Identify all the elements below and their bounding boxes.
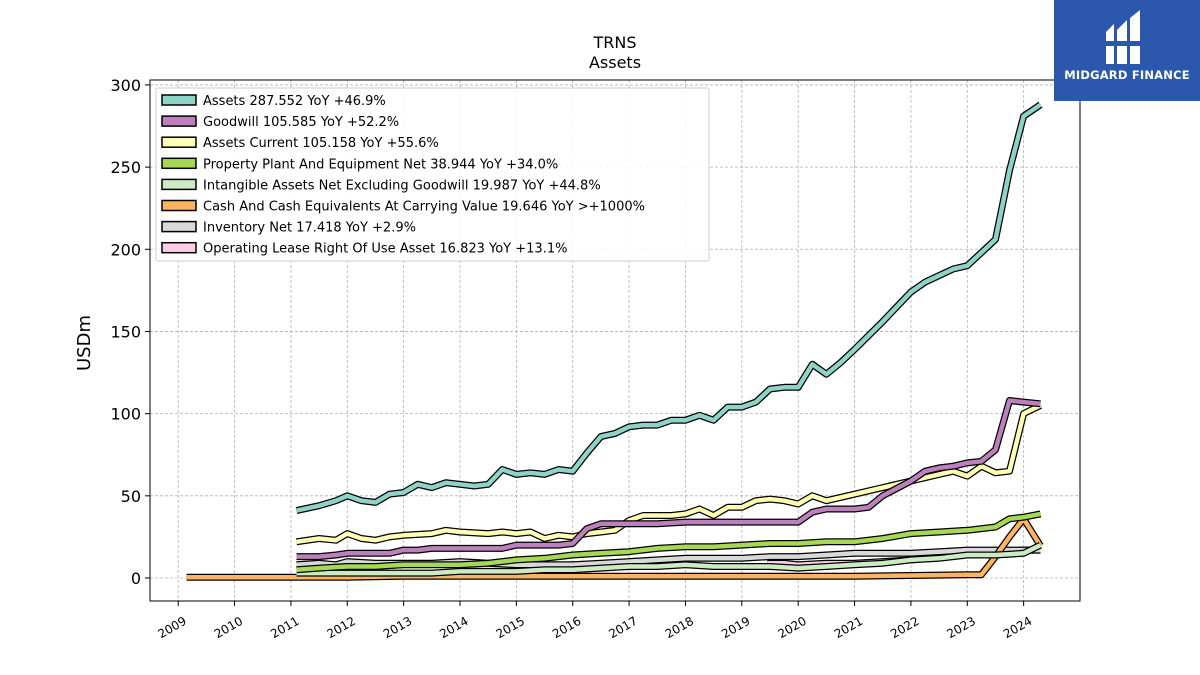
x-tick-label: 2022: [888, 614, 921, 641]
series-line: [296, 541, 1043, 577]
x-tick-label: 2023: [945, 614, 978, 641]
legend-entry: Assets Current 105.158 YoY +55.6%: [203, 136, 439, 151]
legend-entry: Goodwill 105.585 YoY +52.2%: [203, 115, 399, 130]
x-tick-label: 2015: [494, 614, 527, 641]
chart-subtitle: Assets: [589, 53, 641, 72]
y-tick-label: 200: [110, 240, 141, 259]
legend-entry: Cash And Cash Equivalents At Carrying Va…: [203, 200, 645, 215]
series-line: [296, 397, 1041, 561]
series-line-stroke: [296, 102, 1042, 513]
x-tick-label: 2013: [381, 614, 414, 641]
legend-entry: Intangible Assets Net Excluding Goodwill…: [203, 178, 601, 193]
y-tick-label: 250: [110, 158, 141, 177]
legend-entry: Inventory Net 17.418 YoY +2.9%: [203, 221, 416, 236]
series-line: [296, 510, 1042, 574]
y-tick-label: 100: [110, 405, 141, 424]
chart-title: TRNS: [592, 33, 636, 52]
y-tick-label: 150: [110, 322, 141, 341]
x-tick-label: 2014: [437, 614, 470, 641]
legend-swatch: [161, 220, 197, 233]
x-tick-label: 2009: [155, 614, 188, 641]
series-line-stroke: [296, 511, 1041, 573]
series-line: [295, 402, 1043, 546]
legend-entry: Operating Lease Right Of Use Asset 16.82…: [203, 242, 567, 257]
legend-swatch: [161, 199, 197, 212]
legend-swatch: [161, 94, 197, 106]
x-tick-label: 2021: [832, 614, 865, 641]
logo-brand-text: MIDGARD FINANCE: [1064, 68, 1190, 82]
x-tick-label: 2018: [663, 614, 696, 641]
legend-swatch: [161, 157, 197, 170]
x-tick-label: 2012: [325, 614, 358, 641]
x-tick-label: 2017: [606, 614, 639, 641]
series-line-stroke: [296, 398, 1041, 559]
legend-swatch: [161, 241, 197, 254]
x-tick-label: 2024: [1001, 614, 1034, 641]
plot-frame: [149, 79, 1081, 602]
legend-swatch: [161, 178, 197, 191]
midgard-finance-logo: MIDGARD FINANCE: [1054, 0, 1200, 101]
series-line: [295, 101, 1043, 515]
legend-entry: Assets 287.552 YoY +46.9%: [203, 94, 386, 109]
x-tick-label: 2020: [775, 614, 808, 641]
y-axis-label: USDm: [74, 315, 95, 371]
y-tick-label: 50: [121, 487, 141, 506]
legend-swatch: [161, 136, 197, 148]
x-tick-label: 2011: [268, 614, 301, 641]
legend-box: [155, 87, 710, 262]
x-tick-label: 2016: [550, 614, 583, 641]
series-line-stroke: [186, 516, 1043, 580]
midgard-logo-icon: [1106, 10, 1140, 64]
legend: Assets 287.552 YoY +46.9% Goodwill 105.58…: [155, 87, 710, 262]
x-tick-label: 2010: [212, 614, 245, 641]
legend-swatch: [161, 115, 197, 127]
y-tick-label: 0: [131, 569, 141, 588]
legend-entry: Property Plant And Equipment Net 38.944 …: [203, 157, 558, 172]
y-tick-label: 300: [110, 76, 141, 95]
series-line: [186, 515, 1044, 581]
series-line-stroke: [296, 543, 1042, 576]
x-tick-label: 2019: [719, 614, 752, 641]
series-line-stroke: [296, 403, 1042, 545]
series-lines: [186, 101, 1044, 581]
